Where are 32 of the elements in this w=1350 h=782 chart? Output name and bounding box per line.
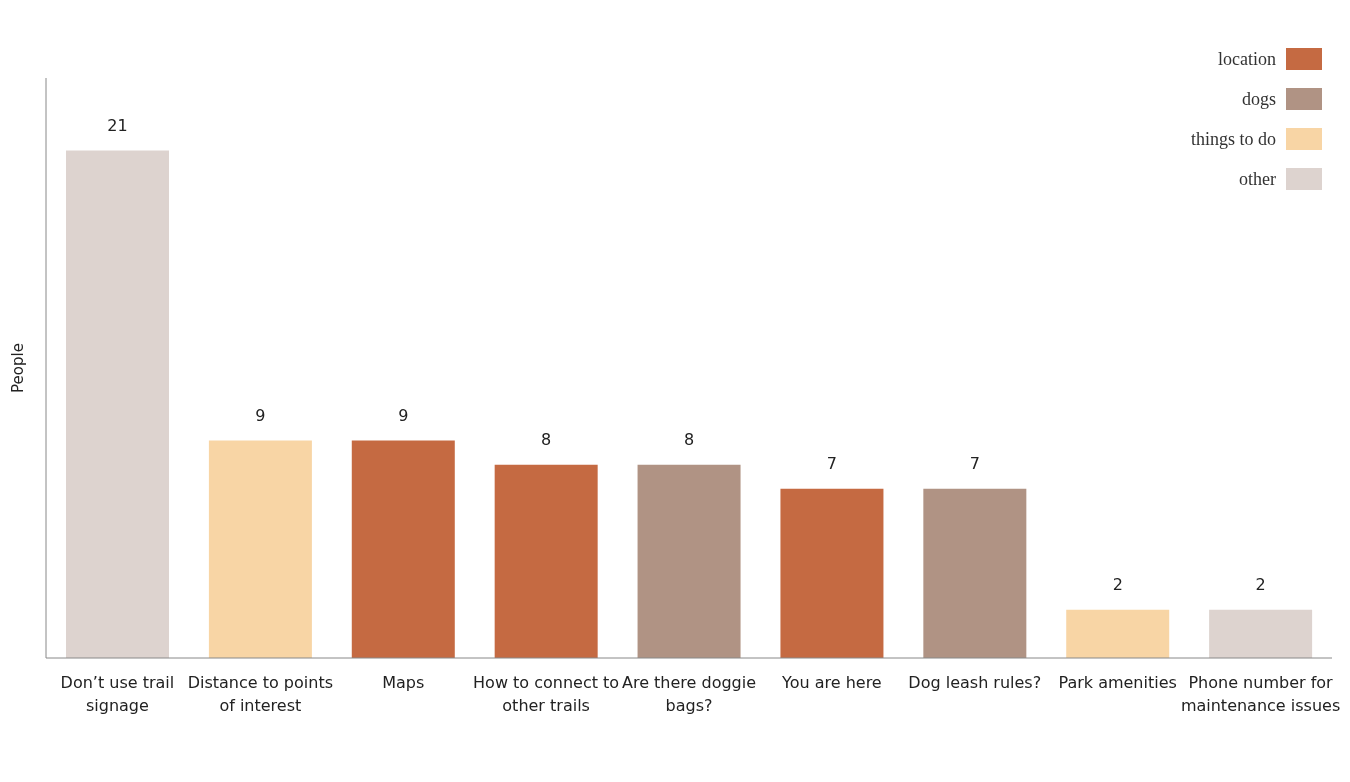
- legend-label: things to do: [1190, 128, 1276, 150]
- bar: [780, 488, 884, 658]
- legend-label: other: [1239, 168, 1276, 190]
- x-tick-label: You are here: [781, 673, 882, 692]
- data-label: 8: [541, 429, 552, 449]
- data-label: 7: [969, 453, 980, 473]
- bar: [1209, 609, 1313, 658]
- data-label: 21: [107, 115, 128, 135]
- data-label: 7: [826, 453, 838, 473]
- data-label: 9: [255, 405, 266, 425]
- x-tick-label: Dog leash rules?: [908, 673, 1042, 692]
- x-tick-label: How to connect to other trails: [473, 673, 620, 715]
- x-tick-label: Park amenities: [1058, 673, 1177, 692]
- x-tick-label: Maps: [382, 673, 425, 692]
- legend-label: location: [1218, 48, 1276, 70]
- bar: [66, 150, 169, 658]
- x-tick-label: Distance to points of interest: [187, 673, 334, 715]
- x-tick-label: Are there doggie bags?: [621, 673, 757, 715]
- bar: [923, 488, 1027, 658]
- data-label: 2: [1255, 574, 1266, 594]
- x-tick-label: Don’t use trail signage: [60, 673, 175, 715]
- x-tick-label: Phone number for maintenance issues: [1180, 673, 1341, 715]
- bar: [1066, 609, 1170, 658]
- bar: [637, 464, 741, 658]
- legend-label: dogs: [1241, 88, 1276, 110]
- y-axis-title: People: [9, 343, 28, 393]
- data-label: 2: [1112, 574, 1123, 594]
- bar: [494, 464, 598, 658]
- data-label: 9: [398, 405, 409, 425]
- data-label: 8: [683, 429, 695, 449]
- bar: [351, 440, 455, 658]
- bar: [208, 440, 312, 658]
